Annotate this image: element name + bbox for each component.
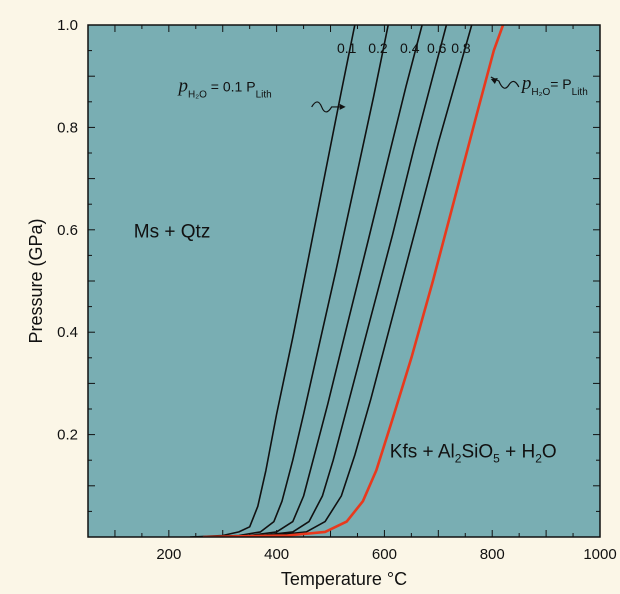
plot-frame (87, 24, 601, 538)
curve-label: 0.1 (337, 40, 357, 56)
y-tick-label: 0.8 (57, 119, 78, 136)
curve-0-4 (197, 25, 423, 537)
annotation-left-arrow (311, 101, 340, 113)
arrowhead-icon (490, 78, 498, 84)
annotation-right-arrow (490, 76, 520, 89)
curve-label: 0.2 (368, 40, 388, 56)
plot-area (88, 25, 600, 537)
curve-label: 0.8 (451, 40, 471, 56)
x-tick-label: 200 (156, 546, 181, 563)
y-axis-title: Pressure (GPa) (26, 218, 46, 343)
curve-0-6 (200, 25, 448, 537)
curve-0-2 (195, 25, 389, 537)
x-tick-label: 1000 (583, 546, 616, 563)
annotation-right: pH₂O= PLith (520, 73, 588, 98)
x-tick-label: 600 (372, 546, 397, 563)
x-tick-label: 400 (264, 546, 289, 563)
curve-0-8 (203, 25, 473, 537)
curve-0-1 (189, 25, 356, 537)
y-tick-label: 0.4 (57, 324, 78, 341)
y-tick-label: 0.2 (57, 427, 78, 444)
y-tick-label: 1.0 (57, 17, 78, 34)
y-tick-label: 0.6 (57, 222, 78, 239)
x-tick-label: 800 (480, 546, 505, 563)
arrowhead-icon (339, 103, 346, 110)
curve-saturated (202, 25, 505, 537)
x-axis-title: Temperature °C (281, 569, 407, 589)
region-label-ms-qtz: Ms + Qtz (134, 221, 211, 242)
region-label-kfs: Kfs + Al2SiO5 + H2O (390, 442, 557, 466)
curve-label: 0.6 (427, 40, 447, 56)
annotation-left: pH₂O = 0.1 PLith (177, 76, 272, 101)
curve-label: 0.4 (400, 40, 420, 56)
